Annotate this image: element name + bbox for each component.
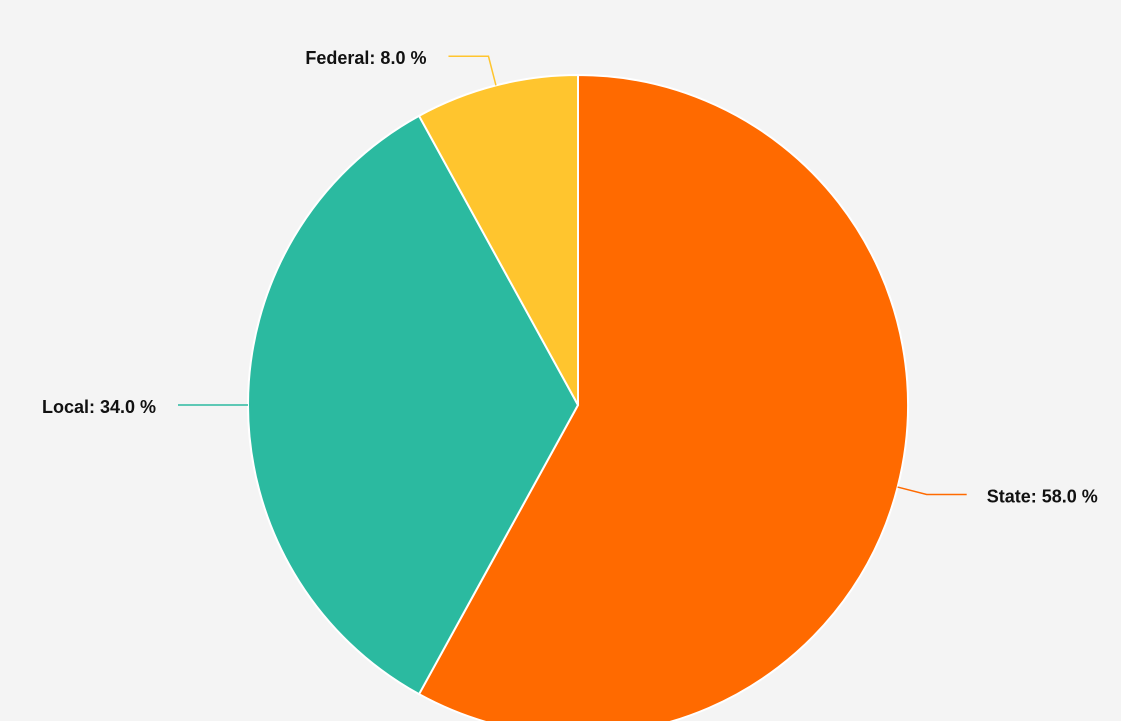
leader-line	[448, 55, 497, 86]
slice-label: Local: 34.0 %	[42, 397, 156, 417]
slice-label: State: 58.0 %	[987, 486, 1098, 506]
pie-slice	[417, 73, 579, 406]
pie-slice	[247, 114, 580, 696]
leader-line	[897, 486, 967, 496]
slice-label: Federal: 8.0 %	[305, 48, 426, 68]
